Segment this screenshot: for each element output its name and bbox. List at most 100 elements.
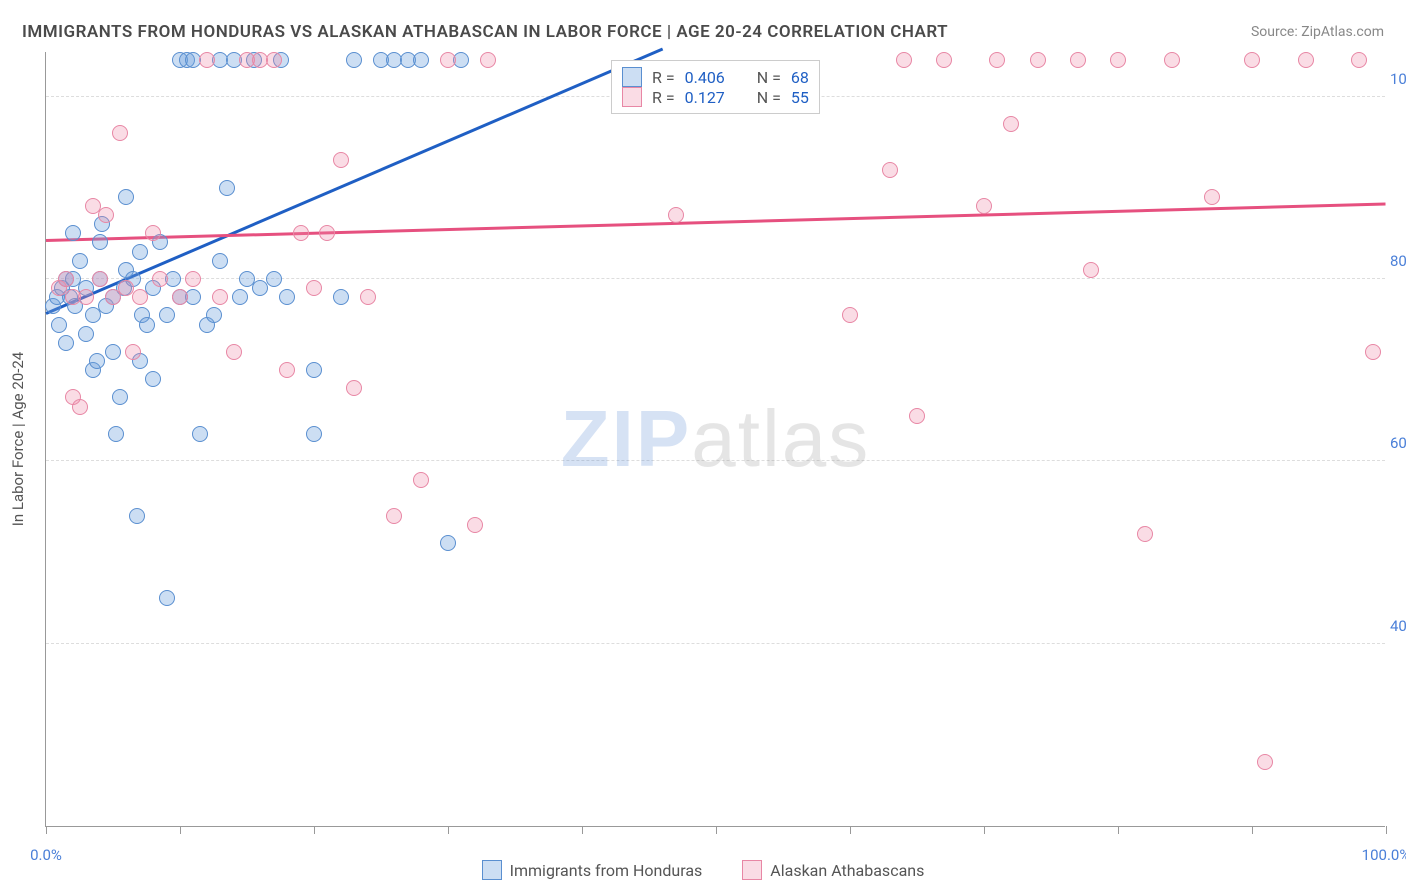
data-point	[842, 307, 858, 323]
data-point	[98, 207, 114, 223]
data-point	[159, 307, 175, 323]
data-point	[192, 426, 208, 442]
y-axis-label: In Labor Force | Age 20-24	[9, 352, 27, 526]
data-point	[1070, 52, 1086, 68]
legend-swatch	[622, 87, 642, 107]
data-point	[440, 52, 456, 68]
data-point	[139, 317, 155, 333]
legend-swatch	[622, 67, 642, 87]
legend-label: Alaskan Athabascans	[770, 861, 924, 880]
x-tick	[46, 826, 47, 834]
data-point	[226, 344, 242, 360]
data-point	[668, 207, 684, 223]
data-point	[936, 52, 952, 68]
legend-r-value: 0.406	[685, 68, 725, 87]
x-tick	[850, 826, 851, 834]
x-tick	[716, 826, 717, 834]
data-point	[360, 289, 376, 305]
legend-r-value: 0.127	[685, 88, 725, 107]
data-point	[58, 335, 74, 351]
legend-r-label: R =	[652, 68, 675, 87]
data-point	[232, 289, 248, 305]
data-point	[306, 280, 322, 296]
chart-source: Source: ZipAtlas.com	[1251, 24, 1384, 40]
data-point	[105, 344, 121, 360]
legend-n-label: N =	[757, 68, 781, 87]
legend-r-label: R =	[652, 88, 675, 107]
legend-n-value: 68	[791, 68, 809, 87]
data-point	[989, 52, 1005, 68]
trend-line	[46, 203, 1386, 242]
data-point	[1137, 526, 1153, 542]
data-point	[152, 271, 168, 287]
data-point	[882, 162, 898, 178]
legend-label: Immigrants from Honduras	[510, 861, 703, 880]
data-point	[212, 253, 228, 269]
x-tick	[180, 826, 181, 834]
data-point	[78, 326, 94, 342]
gridline	[46, 643, 1385, 644]
legend-swatch	[742, 860, 762, 880]
x-tick	[448, 826, 449, 834]
data-point	[172, 289, 188, 305]
data-point	[1083, 262, 1099, 278]
data-point	[467, 517, 483, 533]
x-tick	[1252, 826, 1253, 834]
data-point	[51, 317, 67, 333]
data-point	[293, 225, 309, 241]
data-point	[413, 52, 429, 68]
data-point	[185, 271, 201, 287]
data-point	[58, 271, 74, 287]
data-point	[1204, 189, 1220, 205]
data-point	[413, 472, 429, 488]
data-point	[1351, 52, 1367, 68]
x-tick	[1386, 826, 1387, 834]
data-point	[212, 289, 228, 305]
legend-n-label: N =	[757, 88, 781, 107]
data-point	[118, 189, 134, 205]
data-point	[132, 289, 148, 305]
data-point	[306, 362, 322, 378]
legend-row: R = 0.406 N = 68	[622, 67, 809, 87]
x-tick	[1118, 826, 1119, 834]
data-point	[346, 380, 362, 396]
chart-plot-area: 40.0%60.0%80.0%100.0%0.0%100.0%ZIPatlasR…	[45, 52, 1385, 827]
data-point	[1298, 52, 1314, 68]
y-tick-label: 40.0%	[1390, 617, 1406, 635]
y-tick-label: 100.0%	[1390, 70, 1406, 88]
data-point	[346, 52, 362, 68]
data-point	[1365, 344, 1381, 360]
data-point	[72, 253, 88, 269]
chart-title: IMMIGRANTS FROM HONDURAS VS ALASKAN ATHA…	[22, 22, 948, 42]
data-point	[108, 426, 124, 442]
data-point	[333, 152, 349, 168]
data-point	[279, 362, 295, 378]
y-tick-label: 80.0%	[1390, 252, 1406, 270]
data-point	[206, 307, 222, 323]
data-point	[266, 271, 282, 287]
legend-item: Alaskan Athabascans	[742, 860, 924, 880]
data-point	[386, 508, 402, 524]
data-point	[1030, 52, 1046, 68]
data-point	[1003, 116, 1019, 132]
data-point	[266, 52, 282, 68]
legend-row: R = 0.127 N = 55	[622, 87, 809, 107]
data-point	[72, 399, 88, 415]
data-point	[132, 244, 148, 260]
data-point	[976, 198, 992, 214]
data-point	[65, 225, 81, 241]
gridline	[46, 460, 1385, 461]
data-point	[279, 289, 295, 305]
data-point	[145, 225, 161, 241]
legend-swatch	[482, 860, 502, 880]
data-point	[112, 389, 128, 405]
data-point	[125, 344, 141, 360]
data-point	[129, 508, 145, 524]
data-point	[1244, 52, 1260, 68]
data-point	[199, 52, 215, 68]
data-point	[319, 225, 335, 241]
x-tick	[582, 826, 583, 834]
data-point	[440, 535, 456, 551]
legend-n-value: 55	[791, 88, 809, 107]
data-point	[89, 353, 105, 369]
